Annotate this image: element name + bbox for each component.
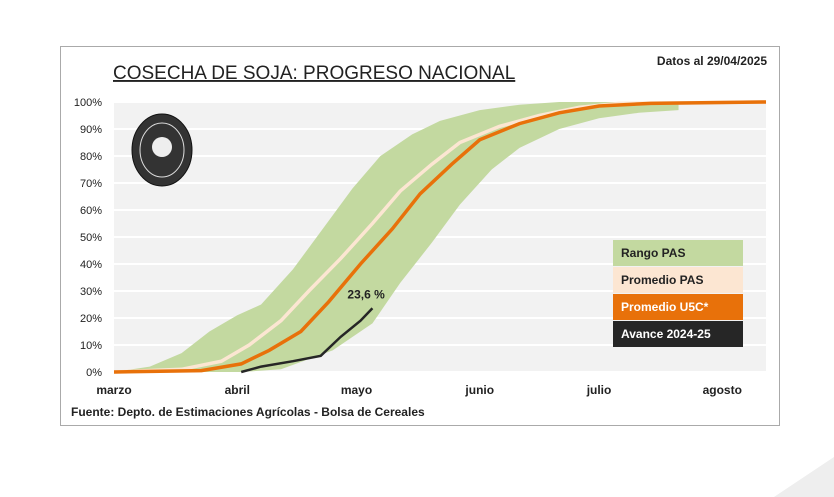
y-tick-label: 0% <box>86 367 102 379</box>
soy-harvest-chart: COSECHA DE SOJA: PROGRESO NACIONAL Datos… <box>71 54 767 419</box>
y-tick-label: 100% <box>74 97 102 109</box>
x-tick-label: agosto <box>703 383 742 397</box>
y-tick-label: 90% <box>80 124 102 136</box>
series-avance-2024-25-line <box>240 307 374 374</box>
legend-label: Rango PAS <box>621 246 685 260</box>
series-promedio-u5c-line <box>113 100 767 374</box>
x-tick-label: marzo <box>96 383 131 397</box>
chart-source: Fuente: Depto. de Estimaciones Agrícolas… <box>71 405 425 419</box>
chart-subtitle: Datos al 29/04/2025 <box>657 54 767 68</box>
y-tick-label: 20% <box>80 313 102 325</box>
x-tick-label: abril <box>225 383 250 397</box>
y-tick-label: 10% <box>80 340 102 352</box>
y-tick-label: 30% <box>80 286 102 298</box>
legend-swatch-avance-2024-25 <box>613 321 743 347</box>
chart-title: COSECHA DE SOJA: PROGRESO NACIONAL <box>113 63 515 84</box>
x-tick-label: junio <box>464 383 494 397</box>
y-tick-label: 60% <box>80 205 102 217</box>
bolsa-de-cereales-logo <box>131 113 193 187</box>
x-tick-label: julio <box>586 383 612 397</box>
x-tick-label: mayo <box>341 383 372 397</box>
legend-label: Promedio PAS <box>621 273 703 287</box>
legend-label: Avance 2024-25 <box>621 327 711 341</box>
decorative-corner <box>774 457 834 497</box>
legend-swatch-promedio-u5c <box>613 294 743 320</box>
y-tick-label: 40% <box>80 259 102 271</box>
chart-frame: COSECHA DE SOJA: PROGRESO NACIONAL Datos… <box>60 46 780 426</box>
annotation-label: 23,6 % <box>347 287 385 301</box>
y-tick-label: 50% <box>80 232 102 244</box>
y-tick-label: 80% <box>80 151 102 163</box>
y-tick-label: 70% <box>80 178 102 190</box>
legend-label: Promedio U5C* <box>621 300 709 314</box>
legend-swatch-promedio-pas <box>613 267 743 293</box>
legend-swatch-rango-pas <box>613 240 743 266</box>
series-rango-pas-area <box>114 102 679 372</box>
